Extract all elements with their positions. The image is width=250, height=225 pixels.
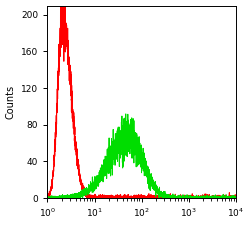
Y-axis label: Counts: Counts — [6, 85, 16, 119]
